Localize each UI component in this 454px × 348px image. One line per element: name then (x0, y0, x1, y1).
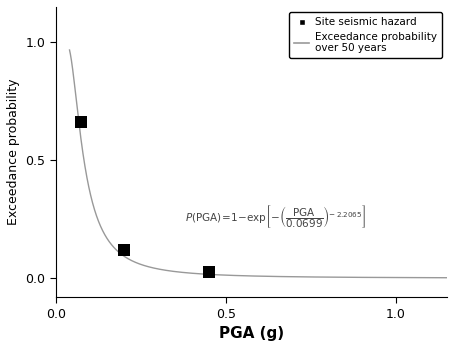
Point (120, 247, 128, 253)
X-axis label: PGA (g): PGA (g) (219, 326, 284, 341)
Legend: Site seismic hazard, Exceedance probability
over 50 years: Site seismic hazard, Exceedance probabil… (289, 12, 442, 58)
Y-axis label: Exceedance probability: Exceedance probability (7, 79, 20, 225)
Point (78, 119, 85, 125)
Text: $P(\mathrm{PGA})\!=\!1\!-\!\exp\!\left[\!-\!\left(\dfrac{\mathrm{PGA}}{0.0699}\r: $P(\mathrm{PGA})\!=\!1\!-\!\exp\!\left[\… (185, 203, 366, 230)
Point (205, 270, 212, 275)
